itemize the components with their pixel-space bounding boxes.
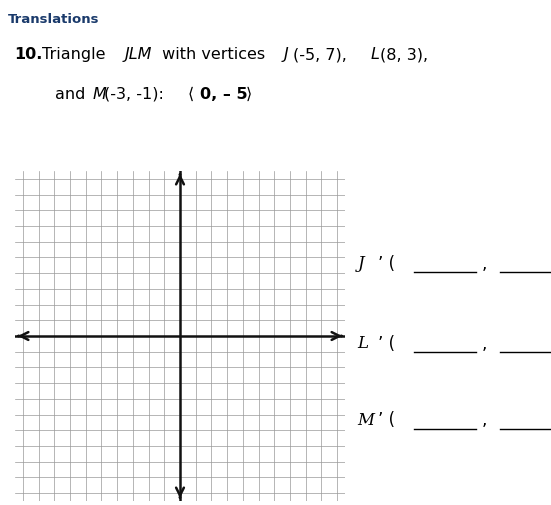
Text: ’ (: ’ (	[378, 254, 395, 272]
Text: (8, 3),: (8, 3),	[380, 47, 428, 62]
Text: ’ (: ’ (	[378, 411, 395, 429]
Text: (-5, 7),: (-5, 7),	[293, 47, 352, 62]
Text: with vertices: with vertices	[157, 47, 270, 62]
Text: (-3, -1):: (-3, -1):	[104, 86, 169, 102]
Text: Translations: Translations	[8, 13, 100, 26]
Text: J: J	[357, 255, 364, 272]
Text: ’ (: ’ (	[378, 334, 395, 352]
Text: L: L	[371, 47, 380, 62]
Text: M: M	[357, 411, 374, 428]
Text: ,: ,	[482, 411, 487, 429]
Text: ,: ,	[482, 254, 487, 272]
Text: Triangle: Triangle	[42, 47, 111, 62]
Text: and: and	[55, 86, 90, 102]
Text: 10.: 10.	[14, 47, 42, 62]
Text: ,: ,	[482, 334, 487, 352]
Text: 0, – 5: 0, – 5	[200, 86, 247, 102]
Text: L: L	[357, 334, 368, 351]
Text: ⟩: ⟩	[246, 86, 252, 102]
Text: J: J	[284, 47, 289, 62]
Text: ⟨: ⟨	[188, 86, 195, 102]
Text: JLM: JLM	[125, 47, 153, 62]
Text: M: M	[93, 86, 107, 102]
